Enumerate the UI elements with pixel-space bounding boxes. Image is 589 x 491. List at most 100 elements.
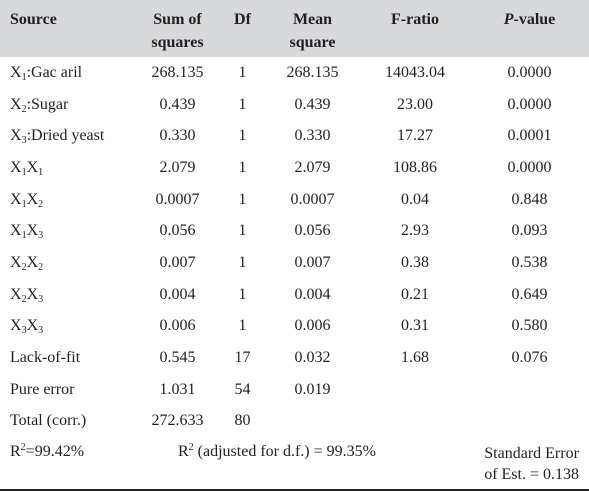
sum-of-squares-cell: 0.545 — [159, 349, 196, 367]
source-cell: X1:Gac aril — [10, 63, 83, 83]
p-value-cell: 0.848 — [511, 190, 548, 208]
mean-square-cell: 0.019 — [294, 380, 331, 398]
anova-table: Source Sum of squares Df Mean square F-rat… — [0, 0, 589, 437]
table-row: X3:Dried yeast 0.330 1 0.330 17.27 0.000… — [0, 120, 589, 152]
header-row: Source Sum of squares Df Mean square F-rat… — [0, 0, 589, 57]
sum-of-squares-cell: 272.633 — [151, 412, 204, 430]
table-row: X1:Gac aril 268.135 1 268.135 14043.04 0… — [0, 57, 589, 89]
mean-square-cell: 268.135 — [286, 63, 339, 81]
source-cell: X2:Sugar — [10, 95, 69, 115]
f-ratio-cell: 23.00 — [397, 95, 433, 113]
header-sum-of-squares: Sum of squares — [151, 11, 204, 51]
df-cell: 17 — [234, 349, 251, 367]
source-cell: Pure error — [10, 380, 75, 398]
f-ratio-cell: 14043.04 — [385, 63, 445, 81]
table-header: Source Sum of squares Df Mean square F-rat… — [0, 0, 589, 57]
mean-square-cell: 0.056 — [294, 222, 331, 240]
mean-square-cell: 0.439 — [294, 95, 331, 113]
header-source: Source — [10, 11, 57, 28]
f-ratio-cell: 0.31 — [401, 317, 429, 335]
f-ratio-cell: 0.21 — [401, 285, 429, 303]
mean-square-cell: 0.330 — [294, 127, 331, 145]
mean-square-cell: 0.004 — [294, 285, 331, 303]
sum-of-squares-cell: 0.007 — [159, 253, 196, 271]
p-value-cell — [470, 374, 589, 406]
header-df: Df — [234, 11, 251, 28]
mean-square-cell: 2.079 — [294, 158, 331, 176]
df-cell: 1 — [238, 95, 247, 113]
mean-square-cell: 0.0007 — [290, 190, 335, 208]
df-cell: 1 — [238, 127, 247, 145]
header-f-ratio: F-ratio — [391, 11, 439, 28]
sum-of-squares-cell: 0.439 — [159, 95, 196, 113]
sum-of-squares-cell: 0.004 — [159, 285, 196, 303]
sum-of-squares-cell: 0.330 — [159, 127, 196, 145]
f-ratio-cell — [360, 374, 470, 406]
f-ratio-cell: 0.38 — [401, 253, 429, 271]
table-row: Pure error 1.031 54 0.019 — [0, 374, 589, 406]
sum-of-squares-cell: 0.056 — [159, 222, 196, 240]
bottom-rule — [0, 489, 589, 491]
mean-square-cell — [265, 406, 360, 438]
df-cell: 1 — [238, 158, 247, 176]
table-row: Lack-of-fit 0.545 17 0.032 1.68 0.076 — [0, 342, 589, 374]
f-ratio-cell: 108.86 — [393, 158, 437, 176]
df-cell: 1 — [238, 285, 247, 303]
source-cell: X1X1 — [10, 158, 44, 178]
sum-of-squares-cell: 1.031 — [159, 380, 196, 398]
table-row: X3X3 0.006 1 0.006 0.31 0.580 — [0, 311, 589, 343]
sum-of-squares-cell: 268.135 — [151, 63, 204, 81]
df-cell: 80 — [234, 412, 251, 430]
p-value-cell: 0.649 — [511, 285, 548, 303]
df-cell: 1 — [238, 253, 247, 271]
p-value-cell — [470, 406, 589, 438]
table-footer: R2=99.42% R2 (adjusted for d.f.) = 99.35… — [0, 437, 589, 489]
p-value-cell: 0.0000 — [507, 158, 552, 176]
source-cell: X3X3 — [10, 317, 44, 337]
table-row: X2:Sugar 0.439 1 0.439 23.00 0.0000 — [0, 89, 589, 121]
df-cell: 1 — [238, 63, 247, 81]
table-body: X1:Gac aril 268.135 1 268.135 14043.04 0… — [0, 57, 589, 437]
mean-square-cell: 0.006 — [294, 317, 331, 335]
standard-error-note: Standard Error of Est. = 0.138 — [484, 445, 579, 483]
df-cell: 1 — [238, 222, 247, 240]
f-ratio-cell: 0.04 — [401, 190, 429, 208]
source-cell: Lack-of-fit — [10, 349, 81, 367]
table-row: Total (corr.) 272.633 80 — [0, 406, 589, 438]
source-cell: X2X2 — [10, 253, 44, 273]
p-value-cell: 0.538 — [511, 253, 548, 271]
df-cell: 1 — [238, 317, 247, 335]
table-row: X1X3 0.056 1 0.056 2.93 0.093 — [0, 215, 589, 247]
p-value-cell: 0.076 — [511, 349, 548, 367]
p-value-cell: 0.580 — [511, 317, 548, 335]
header-p-value: P-value — [503, 11, 556, 28]
sum-of-squares-cell: 0.0007 — [155, 190, 200, 208]
header-mean-square: Mean square — [289, 11, 336, 51]
f-ratio-cell: 17.27 — [397, 127, 433, 145]
source-cell: X1X3 — [10, 222, 44, 242]
source-cell: X3:Dried yeast — [10, 127, 105, 147]
f-ratio-cell — [360, 406, 470, 438]
source-cell: X1X2 — [10, 190, 44, 210]
source-cell: Total (corr.) — [10, 412, 87, 430]
mean-square-cell: 0.032 — [294, 349, 331, 367]
adjusted-r-squared-note: R2 (adjusted for d.f.) = 99.35% — [178, 442, 376, 461]
r-squared-note: R2=99.42% — [10, 442, 85, 461]
p-value-cell: 0.0000 — [507, 95, 552, 113]
p-value-cell: 0.0000 — [507, 63, 552, 81]
df-cell: 1 — [238, 190, 247, 208]
f-ratio-cell: 1.68 — [401, 349, 429, 367]
table-row: X2X2 0.007 1 0.007 0.38 0.538 — [0, 247, 589, 279]
p-value-cell: 0.093 — [511, 222, 548, 240]
f-ratio-cell: 2.93 — [401, 222, 429, 240]
table-row: X2X3 0.004 1 0.004 0.21 0.649 — [0, 279, 589, 311]
source-cell: X2X3 — [10, 285, 44, 305]
table-row: X1X2 0.0007 1 0.0007 0.04 0.848 — [0, 184, 589, 216]
mean-square-cell: 0.007 — [294, 253, 331, 271]
sum-of-squares-cell: 2.079 — [159, 158, 196, 176]
p-value-cell: 0.0001 — [507, 127, 552, 145]
table-row: X1X1 2.079 1 2.079 108.86 0.0000 — [0, 152, 589, 184]
sum-of-squares-cell: 0.006 — [159, 317, 196, 335]
df-cell: 54 — [234, 380, 251, 398]
